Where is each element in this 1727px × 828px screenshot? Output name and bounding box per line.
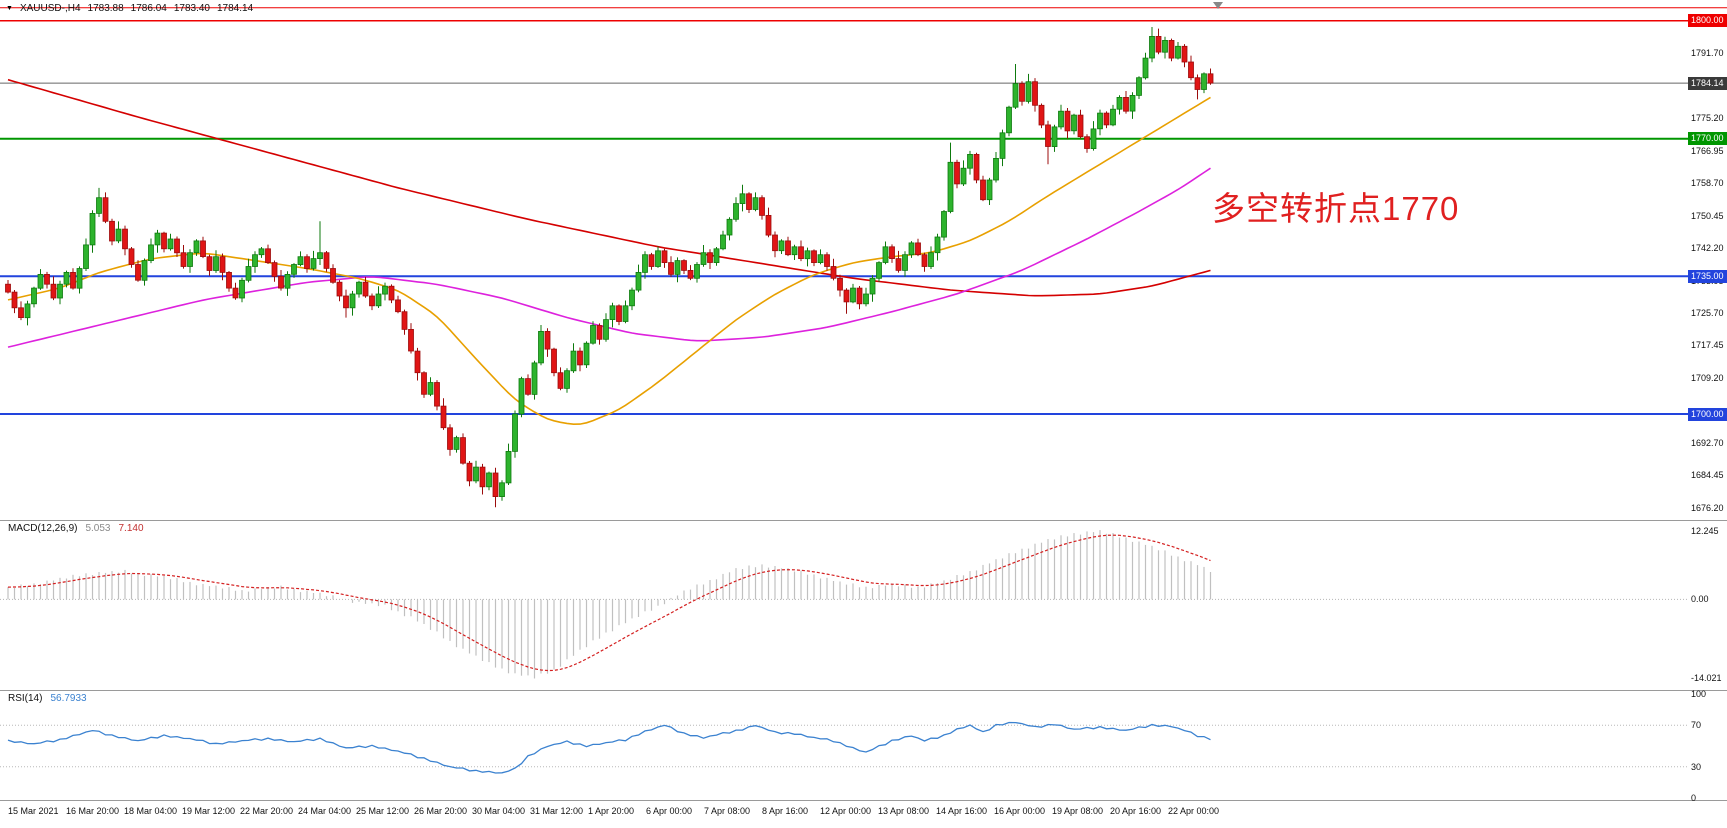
time-axis-label: 25 Mar 12:00	[356, 806, 410, 816]
price-level-tag[interactable]: 1784.14	[1688, 76, 1727, 90]
price-axis-label: 1758.70	[1691, 178, 1724, 189]
time-axis-label: 26 Mar 20:00	[414, 806, 468, 816]
price-axis-label: 1742.20	[1691, 243, 1724, 253]
time-axis-label: 1 Apr 20:00	[588, 806, 635, 816]
time-axis-label: 15 Mar 2021	[8, 806, 59, 816]
time-axis-label: 7 Apr 08:00	[704, 806, 751, 816]
symbol-timeframe: XAUUSD-,H4	[19, 3, 81, 14]
macd-value-main: 5.053	[85, 523, 111, 534]
price-axis-label: 1791.70	[1691, 48, 1724, 59]
panel-separators	[0, 520, 1727, 801]
ohlc-close: 1784.14	[216, 3, 254, 14]
time-axis-label: 22 Apr 00:00	[1168, 806, 1220, 816]
time-axis-label: 24 Mar 04:00	[298, 806, 352, 816]
rsi-axis-label: 30	[1691, 761, 1702, 772]
macd-value-signal: 7.140	[118, 523, 144, 534]
macd-axis-label: -14.021	[1691, 672, 1722, 683]
price-axis-label: 1725.70	[1691, 307, 1724, 318]
candles-layer	[5, 27, 1214, 508]
price-level-tag[interactable]: 1700.00	[1688, 407, 1727, 421]
chart-shift-marker[interactable]	[1213, 2, 1223, 9]
annotation-text: 多空转折点1770	[1212, 190, 1460, 227]
price-level-tag[interactable]: 1800.00	[1688, 14, 1727, 28]
ohlc-low: 1783.40	[173, 3, 210, 14]
rsi-axis-label: 100	[1691, 689, 1707, 699]
time-axis-label: 14 Apr 16:00	[936, 806, 988, 816]
time-axis-label: 19 Mar 12:00	[182, 806, 236, 816]
time-axis-label: 19 Apr 08:00	[1052, 806, 1104, 816]
time-axis-label: 30 Mar 04:00	[472, 806, 526, 816]
time-axis-label: 12 Apr 00:00	[820, 806, 872, 816]
time-axis-label: 16 Mar 20:00	[66, 806, 120, 816]
macd-indicator-label: MACD(12,26,9) 5.053 7.140	[8, 523, 144, 534]
macd-panel	[0, 530, 1687, 679]
macd-name: MACD(12,26,9)	[8, 523, 78, 534]
time-axis-label: 16 Apr 00:00	[994, 806, 1046, 816]
price-axis-label: 1709.20	[1691, 372, 1724, 383]
price-axis-label: 1692.70	[1691, 437, 1724, 448]
macd-axis-label: 0.00	[1691, 594, 1709, 605]
moving-average-lines	[7, 78, 1211, 426]
price-axis-label: 1676.20	[1691, 502, 1724, 513]
ohlc-open: 1783.88	[87, 3, 124, 14]
price-axis-label: 1717.45	[1691, 340, 1724, 351]
time-axis-label: 6 Apr 00:00	[646, 806, 693, 816]
price-axis-label: 1750.45	[1691, 210, 1724, 221]
time-axis-label: 31 Mar 12:00	[530, 806, 584, 816]
rsi-name: RSI(14)	[8, 693, 43, 704]
rsi-axis-label: 0	[1691, 793, 1697, 803]
time-axis-label: 8 Apr 16:00	[762, 806, 809, 816]
price-level-tag[interactable]: 1770.00	[1688, 132, 1727, 146]
one-click-trading-icon[interactable]: ▼	[6, 4, 13, 12]
time-axis-label: 22 Mar 20:00	[240, 806, 294, 816]
time-axis-label: 18 Mar 04:00	[124, 806, 178, 816]
ohlc-high: 1786.04	[130, 3, 167, 14]
rsi-axis-label: 70	[1691, 720, 1702, 731]
rsi-indicator-label: RSI(14) 56.7933	[8, 693, 87, 704]
rsi-value: 56.7933	[50, 693, 87, 704]
horizontal-level-lines	[0, 7, 1727, 415]
time-axis-label: 13 Apr 08:00	[878, 806, 930, 816]
rsi-panel	[0, 721, 1687, 774]
price-level-tag[interactable]: 1735.00	[1688, 269, 1727, 283]
time-axis-label: 20 Apr 16:00	[1110, 806, 1162, 816]
macd-axis-label: 12.245	[1691, 526, 1719, 536]
symbol-info-bar: ▼ XAUUSD-,H4 1783.88 1786.04 1783.40 178…	[6, 3, 253, 14]
price-axis-label: 1775.20	[1691, 113, 1724, 124]
price-axis-label: 1766.95	[1691, 145, 1724, 156]
price-axis-label: 1684.45	[1691, 470, 1724, 481]
